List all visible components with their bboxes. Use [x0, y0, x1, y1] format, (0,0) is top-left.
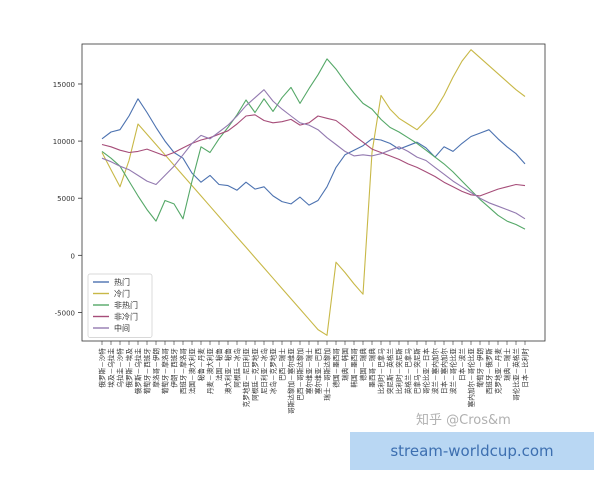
zhihu-watermark: 知乎 @Cros&m: [416, 413, 511, 428]
x-tick-label: 瑞典－韩国: [341, 348, 350, 381]
legend-label: 中间: [114, 323, 130, 333]
site-banner: stream-worldcup.com: [350, 432, 594, 470]
x-tick-label: 阿根廷－冰岛: [233, 348, 242, 388]
x-tick-label: 冰岛－克罗地亚: [269, 348, 278, 395]
x-tick-label: 俄罗斯－乌拉圭: [134, 348, 143, 395]
x-tick-label: 葡萄牙－摩洛哥: [161, 348, 170, 395]
legend-label: 热门: [114, 277, 130, 287]
x-tick-label: 澳大利亚－秘鲁: [224, 348, 233, 395]
y-tick-label: 10000: [53, 138, 75, 146]
plot-area: [81, 43, 546, 342]
x-tick-label: 墨西哥－瑞典: [368, 348, 377, 388]
x-tick-label: 阿根廷－克罗地亚: [251, 348, 260, 401]
x-tick-label: 俄罗斯－埃及: [125, 348, 134, 388]
x-tick-label: 瑞士－哥斯达黎加: [323, 348, 332, 401]
legend-label: 冷门: [114, 289, 130, 299]
x-tick-label: 法国－秘鲁: [215, 348, 224, 381]
x-tick-label: 哥伦比亚－日本: [422, 348, 431, 395]
x-tick-label: 波兰－哥伦比亚: [449, 348, 458, 395]
x-tick-label: 哥斯达黎加－塞尔维亚: [287, 348, 296, 414]
x-tick-label: 哥伦比亚－英格兰: [512, 348, 521, 401]
x-tick-label: 葡萄牙－西班牙: [143, 348, 152, 395]
x-tick-label: 尼日利亚－冰岛: [260, 348, 269, 395]
x-tick-label: 日本－塞内加尔: [440, 348, 449, 395]
x-tick-label: 丹麦－澳大利亚: [206, 348, 215, 395]
x-tick-label: 法国－澳大利亚: [188, 348, 197, 395]
legend-box: [87, 273, 153, 338]
x-tick-label: 波兰－塞内加尔: [431, 348, 440, 395]
legend-label: 非热门: [114, 300, 138, 310]
x-tick-label: 秘鲁－丹麦: [197, 348, 206, 381]
x-tick-label: 摩洛哥－伊朗: [152, 348, 161, 388]
legend-label: 非冷门: [114, 312, 138, 322]
x-tick-label: 俄罗斯－沙特: [98, 348, 107, 388]
x-tick-label: 瑞典－瑞士: [503, 348, 512, 381]
x-tick-label: 克罗地亚－丹麦: [494, 348, 503, 395]
x-tick-label: 埃及－乌拉圭: [107, 348, 116, 388]
x-tick-label: 巴拿马－突尼斯: [413, 348, 422, 395]
x-tick-label: 伊朗－西班牙: [170, 348, 179, 388]
x-tick-label: 巴西－瑞士: [278, 348, 287, 381]
x-tick-label: 英格兰－巴拿马: [404, 348, 413, 395]
x-tick-label: 西班牙－俄罗斯: [485, 348, 494, 395]
series-line-1: [101, 98, 526, 206]
x-tick-label: 日本－比利时: [521, 348, 530, 388]
x-tick-label: 比利时－巴拿马: [377, 348, 386, 395]
y-tick-label: 0: [71, 252, 75, 260]
x-tick-label: 乌拉圭－沙特: [116, 348, 125, 388]
y-tick-label: -5000: [55, 309, 75, 317]
y-tick-label: 15000: [53, 81, 75, 89]
x-tick-label: 德国－墨西哥: [332, 348, 341, 388]
x-tick-label: 塞内加尔－哥伦比亚: [467, 348, 476, 408]
x-tick-label: 西班牙－摩洛哥: [179, 348, 188, 395]
y-tick-label: 5000: [57, 195, 75, 203]
x-tick-label: 葡萄牙－伊朗: [476, 348, 485, 388]
x-tick-label: 巴西－哥斯达黎加: [296, 348, 305, 401]
x-tick-label: 克罗地亚－尼日利亚: [242, 348, 251, 408]
series-line-3: [101, 58, 526, 230]
series-line-4: [101, 114, 526, 197]
x-tick-label: 比利时－突尼斯: [395, 348, 404, 395]
x-tick-label: 德国－瑞典: [359, 348, 368, 381]
series-line-2: [101, 49, 526, 336]
x-tick-label: 塞尔维亚－瑞士: [305, 348, 314, 395]
x-tick-label: 突尼斯－英格兰: [386, 348, 395, 395]
x-tick-label: 日本－波兰: [458, 348, 467, 381]
series-line-5: [101, 89, 526, 220]
x-tick-label: 塞尔维亚－巴西: [314, 348, 323, 395]
x-tick-label: 韩国－墨西哥: [350, 348, 359, 388]
